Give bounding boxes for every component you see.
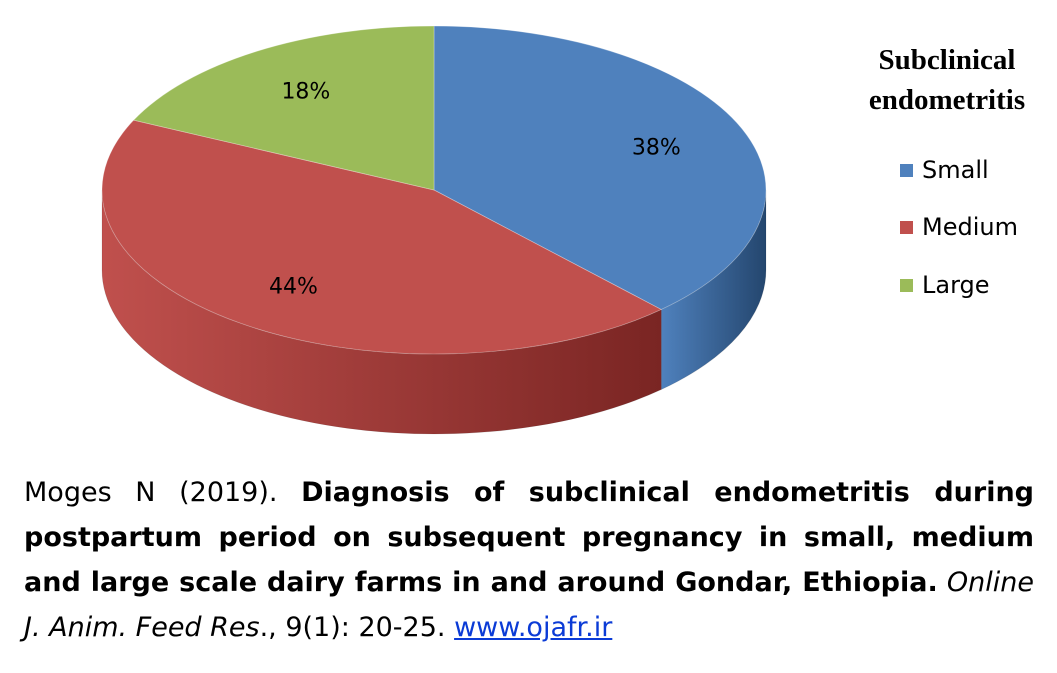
legend-item-small: Small (900, 155, 989, 185)
data-label-large: 18% (281, 79, 330, 104)
pie-slice-medium (101, 119, 663, 355)
legend-swatch-small (900, 163, 913, 177)
legend-label-large: Large (922, 271, 990, 299)
legend-item-medium: Medium (900, 212, 1018, 242)
legend-title-line-1: Subclinical (878, 44, 1016, 76)
legend-item-large: Large (900, 270, 990, 300)
data-label-medium: 44% (269, 275, 318, 300)
citation-caption: Moges N (2019). Diagnosis of subclinical… (24, 470, 1034, 650)
citation-details: ., 9(1): 20-25. (259, 612, 455, 643)
pie-chart: 38% 44% 18% (101, 25, 767, 435)
pie-slice-small (433, 25, 767, 310)
citation-link[interactable]: www.ojafr.ir (454, 612, 613, 643)
citation-author: Moges N (2019). (24, 477, 302, 508)
legend-label-small: Small (922, 156, 989, 184)
pie-side-walls (101, 189, 767, 435)
legend-label-medium: Medium (922, 213, 1018, 241)
data-label-small: 38% (632, 136, 681, 161)
pie-side-medium (101, 189, 662, 435)
legend-swatch-large (900, 278, 913, 292)
legend-title-line-2: endometritis (868, 84, 1026, 116)
citation-journal: Online J. Anim. Feed Res (24, 567, 1034, 643)
citation-title: Diagnosis of subclinical endometritis du… (24, 477, 1034, 598)
legend-swatch-medium (900, 220, 913, 234)
legend-title: Subclinical endometritis (842, 40, 1052, 120)
pie-slice-large (132, 25, 435, 191)
